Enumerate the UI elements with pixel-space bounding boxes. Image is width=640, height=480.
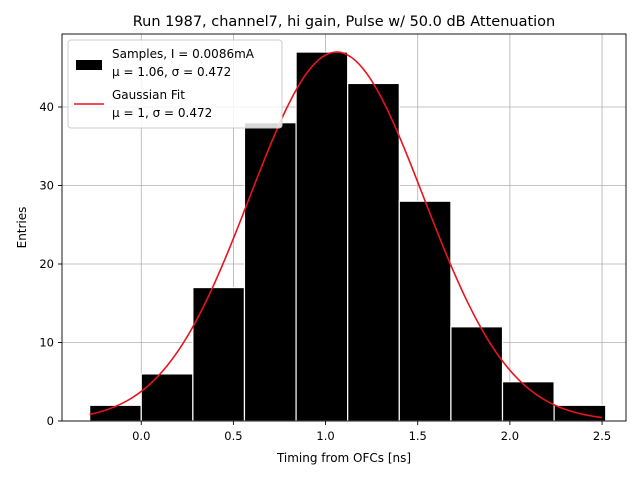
x-axis-label: Timing from OFCs [ns] [276,451,411,465]
histogram-bar-7 [450,326,504,422]
legend-samples-label: Samples, I = 0.0086mA [112,47,255,61]
gaussian-fit-curve [89,51,603,419]
histogram-bar-4 [295,51,349,422]
x-tick-label-4: 2.0 [501,429,519,443]
legend-fit-label: Gaussian Fit [112,88,185,102]
x-axis-ticks: 0.0 0.5 1.0 1.5 2.0 2.5 [132,421,611,443]
legend-box [67,39,283,129]
legend-fit-stats: μ = 1, σ = 0.472 [112,106,212,120]
x-tick-label-5: 2.5 [593,429,611,443]
histogram-bar-3 [243,122,297,422]
y-tick-label-3: 30 [39,179,54,193]
legend: Samples, I = 0.0086mA μ = 1.06, σ = 0.47… [67,39,283,129]
y-axis-ticks: 0 10 20 30 40 [39,100,62,428]
chart-title: Run 1987, channel7, hi gain, Pulse w/ 50… [133,14,556,30]
x-tick-label-1: 0.5 [224,429,242,443]
histogram-bar-2 [192,286,246,422]
legend-samples-swatch [76,60,102,70]
plot-frame [61,33,627,422]
x-tick-label-2: 1.0 [316,429,334,443]
y-tick-label-4: 40 [39,100,54,114]
histogram-bar-6 [398,200,452,422]
histogram-bars [89,51,607,422]
x-tick-label-0: 0.0 [132,429,150,443]
y-tick-label-2: 20 [39,257,54,271]
legend-samples-stats: μ = 1.06, σ = 0.472 [112,65,231,79]
y-tick-label-0: 0 [47,414,54,428]
y-axis-label: Entries [15,207,29,249]
x-tick-label-3: 1.5 [409,429,427,443]
histogram-bar-1 [140,373,194,422]
y-tick-label-1: 10 [39,336,54,350]
histogram-bar-5 [347,82,400,422]
